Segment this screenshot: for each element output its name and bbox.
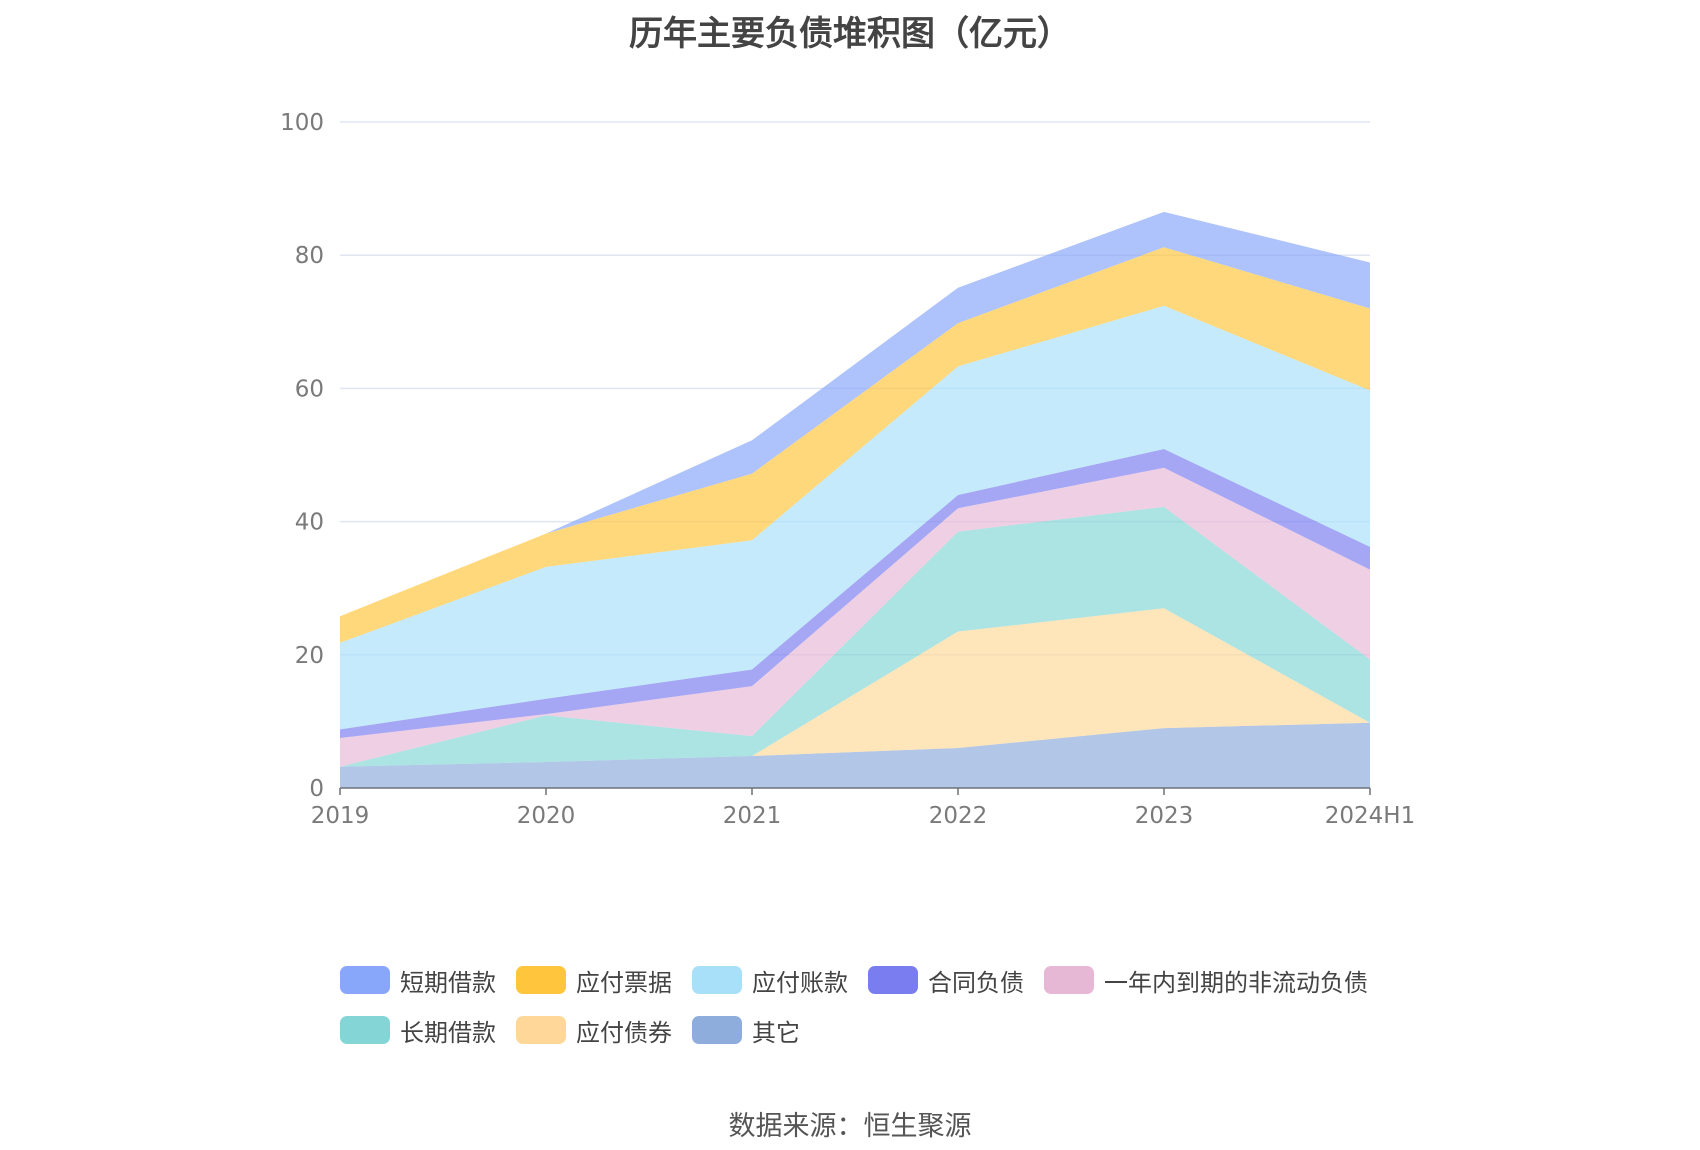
area-应付票据 bbox=[340, 247, 1370, 643]
area-合同负债 bbox=[340, 449, 1370, 738]
legend-item-current-portion-noncurrent[interactable]: 一年内到期的非流动负债 bbox=[1044, 963, 1368, 998]
x-tick-label: 2024H1 bbox=[1325, 803, 1415, 829]
legend-item-short-term-loans[interactable]: 短期借款 bbox=[340, 963, 496, 998]
legend-swatch bbox=[516, 966, 566, 994]
legend-swatch bbox=[516, 1016, 566, 1044]
legend-label: 其它 bbox=[752, 1018, 800, 1047]
y-tick-label: 20 bbox=[295, 643, 324, 669]
legend-item-contract-liabilities[interactable]: 合同负债 bbox=[868, 963, 1024, 998]
legend-label: 一年内到期的非流动负债 bbox=[1104, 968, 1368, 997]
chart-title: 历年主要负债堆积图（亿元） bbox=[629, 14, 1071, 54]
y-tick-label: 100 bbox=[280, 110, 324, 136]
legend: 短期借款 应付票据 应付账款 合同负债 一年内到期的非流动负债 长期借款 应付债… bbox=[340, 955, 1420, 1055]
y-tick-label: 80 bbox=[295, 243, 324, 269]
legend-item-other[interactable]: 其它 bbox=[692, 1013, 800, 1048]
axes: 0 20 40 60 80 100 2019 2020 2021 2022 2023 2024H1 bbox=[280, 110, 1415, 829]
area-应付账款 bbox=[340, 305, 1370, 730]
area-应付债券 bbox=[340, 608, 1370, 767]
legend-label: 应付票据 bbox=[576, 968, 672, 997]
legend-item-long-term-loans[interactable]: 长期借款 bbox=[340, 1013, 496, 1048]
legend-item-bonds-payable[interactable]: 应付债券 bbox=[516, 1013, 672, 1048]
legend-swatch bbox=[692, 966, 742, 994]
area-一年内到期的非流动负债 bbox=[340, 467, 1370, 767]
legend-label: 合同负债 bbox=[928, 968, 1024, 997]
legend-row: 长期借款 应付债券 其它 bbox=[340, 1005, 1420, 1055]
area-其它 bbox=[340, 722, 1370, 788]
x-tick-label: 2023 bbox=[1135, 803, 1194, 829]
legend-item-accounts-payable[interactable]: 应付账款 bbox=[692, 963, 848, 998]
legend-swatch bbox=[1044, 966, 1094, 994]
y-tick-label: 0 bbox=[309, 776, 324, 802]
legend-item-notes-payable[interactable]: 应付票据 bbox=[516, 963, 672, 998]
data-source: 数据来源：恒生聚源 bbox=[728, 1111, 972, 1142]
x-tick-label: 2019 bbox=[311, 803, 370, 829]
area-长期借款 bbox=[340, 506, 1370, 767]
area-series bbox=[340, 211, 1370, 788]
x-tick-label: 2021 bbox=[723, 803, 782, 829]
legend-swatch bbox=[868, 966, 918, 994]
legend-swatch bbox=[692, 1016, 742, 1044]
x-tick-label: 2020 bbox=[517, 803, 576, 829]
y-tick-label: 60 bbox=[295, 376, 324, 402]
legend-swatch bbox=[340, 1016, 390, 1044]
x-tick-label: 2022 bbox=[929, 803, 988, 829]
legend-label: 短期借款 bbox=[400, 968, 496, 997]
legend-label: 长期借款 bbox=[400, 1018, 496, 1047]
area-短期借款 bbox=[340, 211, 1370, 617]
legend-label: 应付账款 bbox=[752, 968, 848, 997]
legend-label: 应付债券 bbox=[576, 1018, 672, 1047]
legend-swatch bbox=[340, 966, 390, 994]
legend-row: 短期借款 应付票据 应付账款 合同负债 一年内到期的非流动负债 bbox=[340, 955, 1420, 1005]
y-tick-label: 40 bbox=[295, 510, 324, 536]
